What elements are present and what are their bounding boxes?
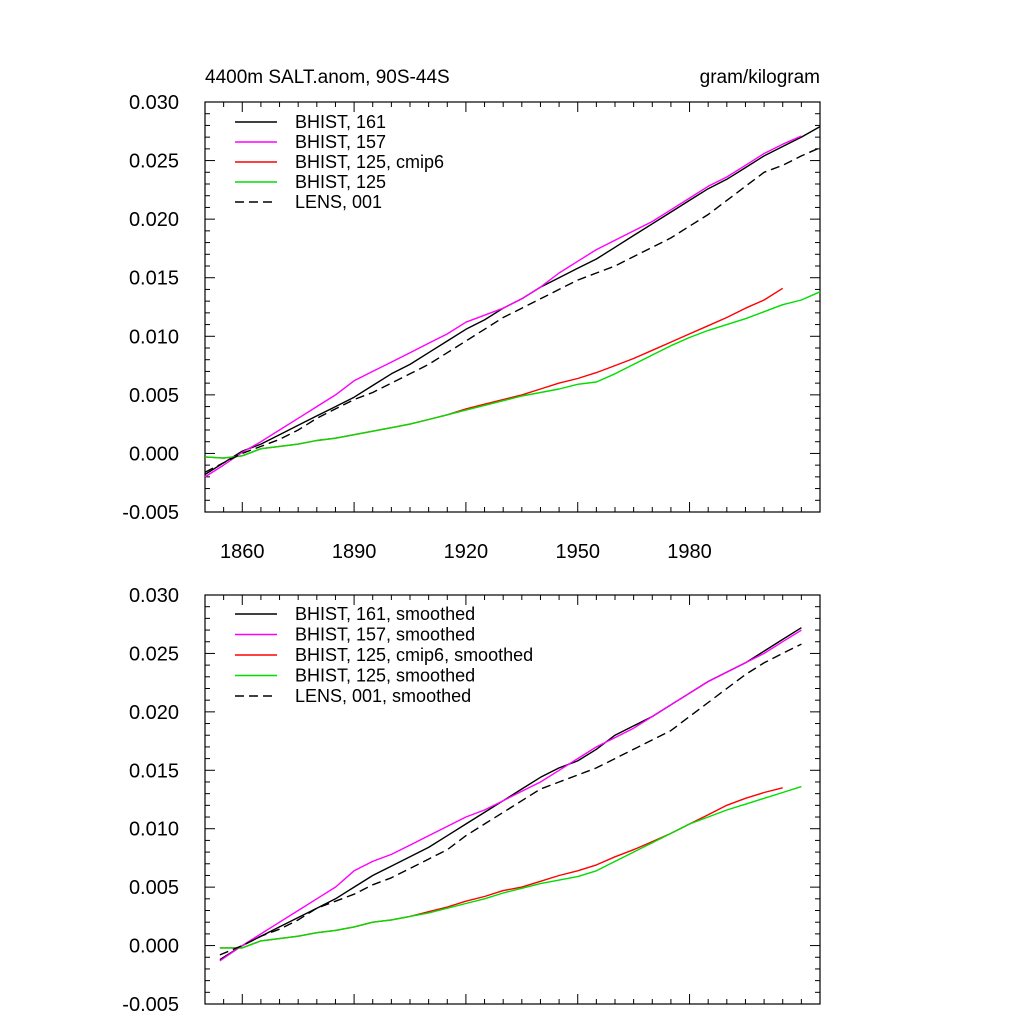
y-tick-label: 0.005 bbox=[129, 877, 179, 899]
bottom-panel: -0.005 0.000 0.005 0.010 0.015 0.020 0.025 0.03… bbox=[122, 585, 821, 1016]
top-panel: 4400m SALT.anom, 90S-44S gram/kilogram -… bbox=[122, 67, 821, 563]
y-tick-label: 0.015 bbox=[129, 760, 179, 782]
series-line-lens-001-smoothed bbox=[219, 643, 802, 956]
y-tick-label: 0.020 bbox=[129, 209, 179, 231]
series-line-bhist-157 bbox=[204, 135, 802, 478]
y-tick-label: -0.005 bbox=[122, 994, 179, 1016]
y-tick-label: 0.015 bbox=[129, 268, 179, 290]
series-line-bhist-125-smoothed bbox=[219, 785, 802, 949]
series-line-bhist-125-cmip6-smoothed bbox=[219, 787, 783, 949]
y-tick-label: 0.010 bbox=[129, 819, 179, 841]
legend-label: BHIST, 161, smoothed bbox=[295, 604, 475, 624]
x-tick-label: 1950 bbox=[555, 541, 600, 563]
x-tick-label: 1980 bbox=[667, 541, 712, 563]
y-tick-label: 0.020 bbox=[129, 702, 179, 724]
y-tick-label: 0.025 bbox=[129, 151, 179, 173]
y-tick-label: 0.000 bbox=[129, 443, 179, 465]
legend-label: LENS, 001 bbox=[295, 192, 382, 212]
legend-label: BHIST, 157, smoothed bbox=[295, 625, 475, 645]
x-tick-label: 1890 bbox=[332, 541, 377, 563]
y-tick-label: 0.030 bbox=[129, 585, 179, 607]
legend-label: BHIST, 161 bbox=[295, 112, 386, 132]
legend-label: BHIST, 157 bbox=[295, 132, 386, 152]
y-tick-label: 0.005 bbox=[129, 385, 179, 407]
units-label: gram/kilogram bbox=[700, 67, 820, 88]
legend-label: BHIST, 125, cmip6, smoothed bbox=[295, 645, 533, 665]
series-line-bhist-157-smoothed bbox=[219, 629, 802, 962]
y-tick-label: 0.000 bbox=[129, 936, 179, 958]
plot-frame bbox=[204, 101, 821, 513]
legend-label: LENS, 001, smoothed bbox=[295, 686, 471, 706]
legend-label: BHIST, 125 bbox=[295, 172, 386, 192]
y-tick-label: 0.025 bbox=[129, 643, 179, 665]
series-line-lens-001 bbox=[204, 147, 821, 473]
plot-frame bbox=[204, 594, 821, 1005]
series-line-bhist-125 bbox=[204, 291, 821, 459]
x-tick-label: 1860 bbox=[220, 541, 265, 563]
legend-label: BHIST, 125, smoothed bbox=[295, 666, 475, 686]
x-tick-label: 1920 bbox=[444, 541, 489, 563]
legend-label: BHIST, 125, cmip6 bbox=[295, 152, 444, 172]
y-tick-label: 0.030 bbox=[129, 92, 179, 114]
y-tick-label: 0.010 bbox=[129, 326, 179, 348]
y-tick-label: -0.005 bbox=[122, 502, 179, 524]
chart-title: 4400m SALT.anom, 90S-44S bbox=[205, 67, 450, 88]
